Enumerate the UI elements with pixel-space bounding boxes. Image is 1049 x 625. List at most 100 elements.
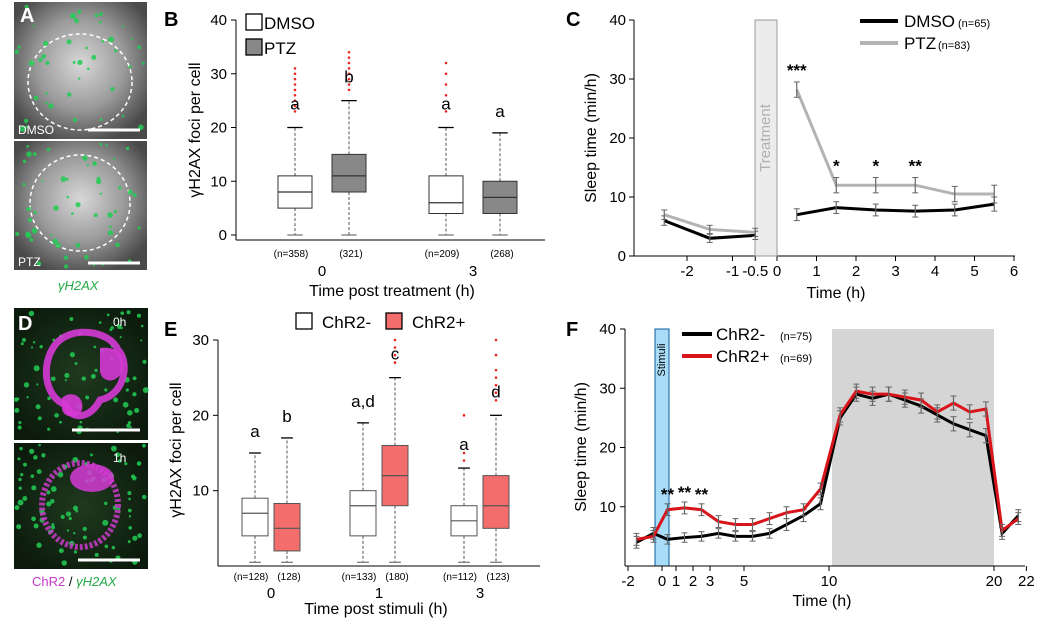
gfp-focus — [59, 420, 62, 424]
panel-letter-f: F — [566, 319, 578, 341]
micrograph-0h — [14, 308, 148, 440]
gfp-focus — [74, 362, 78, 365]
significance-stars: * — [872, 157, 879, 176]
box — [349, 490, 377, 537]
gfp-focus — [69, 352, 75, 358]
outlier-point — [494, 376, 498, 379]
boxplots: 0 a (n=128) b (128) 1 a,d (n=133) c (180) 3 a (n=112… — [234, 338, 510, 602]
outlier-point — [293, 72, 297, 76]
legend-n-chr2-pos: (n=69) — [780, 353, 812, 365]
caption-h2ax: γH2AX — [58, 278, 100, 293]
outlier-point — [444, 83, 448, 86]
gfp-focus — [109, 225, 112, 229]
gfp-focus — [82, 155, 88, 161]
gfp-focus — [14, 407, 20, 413]
outlier-point — [293, 104, 297, 108]
series-line — [635, 392, 1020, 544]
gfp-focus — [17, 457, 21, 461]
gfp-focus — [22, 159, 27, 164]
significance-stars: ** — [678, 483, 692, 502]
gfp-focus — [85, 46, 88, 50]
box — [428, 175, 464, 214]
gfp-focus — [50, 233, 53, 237]
gfp-focus — [128, 65, 132, 69]
gfp-focus — [102, 519, 109, 526]
panel-a: A DMSO PTZ γH2AX — [14, 2, 147, 293]
gfp-focus — [128, 497, 131, 501]
gfp-focus — [45, 101, 48, 105]
box — [241, 497, 269, 537]
gfp-focus — [73, 531, 76, 535]
gfp-focus — [79, 420, 83, 424]
gfp-focus — [99, 142, 103, 146]
gfp-focus — [113, 209, 117, 214]
gfp-focus — [111, 445, 117, 452]
caption-sep: / — [65, 574, 76, 589]
outlier-point — [444, 61, 448, 65]
outlier-point — [462, 451, 466, 455]
gfp-focus — [104, 544, 109, 549]
gfp-focus — [22, 496, 28, 501]
gfp-focus — [66, 529, 70, 532]
gfp-focus — [66, 92, 72, 97]
gfp-focus — [57, 471, 64, 478]
x-tick-label: 3 — [476, 585, 484, 602]
gfp-focus — [126, 423, 131, 428]
y-axis-label: Sleep time (min/h) — [573, 382, 590, 512]
gfp-focus — [26, 396, 29, 399]
outlier-point — [444, 93, 448, 97]
legend-label-dmso: DMSO — [264, 14, 315, 33]
legend-label-dmso: DMSO — [904, 12, 955, 31]
series-line — [795, 89, 995, 196]
gfp-focus — [113, 49, 118, 53]
gfp-focus — [82, 526, 87, 532]
gfp-focus — [124, 462, 128, 466]
gfp-focus — [55, 242, 61, 249]
outlier-point — [393, 353, 397, 357]
gfp-focus — [28, 310, 35, 317]
panel-c: C 0 10 20 30 40 -2 -1 -0.5 0 1 2 3 4 5 6 Treatment Tim… — [566, 9, 1018, 302]
gfp-focus — [35, 404, 41, 410]
y-tick-label: 10 — [609, 189, 626, 206]
gfp-focus — [127, 508, 132, 513]
x-tick-label: 1 — [375, 585, 383, 602]
gfp-focus — [77, 59, 83, 66]
gfp-focus — [94, 13, 99, 18]
gfp-focus — [122, 401, 129, 408]
gfp-focus — [54, 413, 59, 418]
y-tick-label: 20 — [599, 440, 616, 457]
gfp-focus — [38, 443, 41, 447]
gfp-focus — [20, 342, 24, 346]
outlier-point — [293, 99, 297, 102]
gfp-focus — [141, 61, 145, 65]
chr2-blob — [62, 394, 83, 417]
gfp-focus — [125, 146, 130, 151]
series-lines: **** * ** — [661, 61, 998, 243]
legend-label-ptz: PTZ — [264, 39, 296, 58]
gfp-focus — [18, 420, 22, 425]
outlier-point — [347, 83, 351, 86]
legend-label-chr2-neg: ChR2- — [716, 325, 765, 344]
outlier-point — [393, 346, 397, 349]
nucleus-outline — [27, 33, 133, 131]
gfp-focus — [90, 373, 96, 379]
gfp-focus — [23, 118, 29, 124]
outlier-point — [462, 459, 466, 462]
x-tick-label: 3 — [706, 573, 714, 590]
gfp-focus — [51, 376, 56, 382]
gfp-focus — [94, 552, 99, 557]
n-label: (180) — [385, 572, 408, 583]
gfp-focus — [60, 176, 67, 182]
legend-n-chr2-neg: (n=75) — [780, 331, 812, 343]
x-tick-label: 0 — [658, 573, 666, 590]
micrograph-ptz — [14, 141, 147, 270]
outlier-point — [393, 338, 397, 342]
x-tick-label: 5 — [740, 573, 748, 590]
gfp-focus — [14, 505, 20, 511]
gfp-focus — [132, 535, 138, 541]
gfp-focus — [82, 535, 88, 540]
gfp-focus — [65, 511, 72, 517]
significance-letter: a — [495, 102, 505, 121]
gfp-focus — [137, 533, 142, 539]
